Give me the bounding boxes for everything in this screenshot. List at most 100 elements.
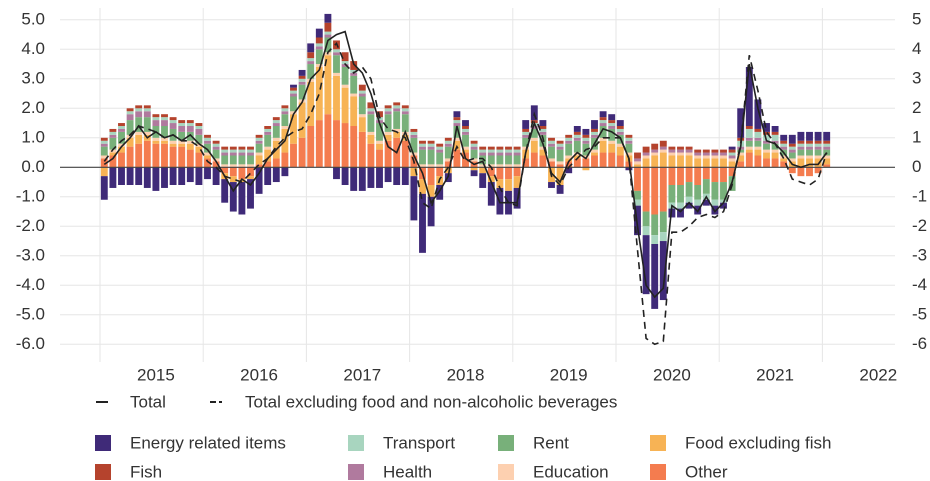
- bar-segment: [728, 155, 736, 159]
- bar-segment: [186, 120, 194, 124]
- bar-segment: [315, 64, 323, 67]
- bar-segment: [702, 167, 710, 180]
- bar-segment: [264, 146, 272, 150]
- bar-segment: [290, 90, 297, 94]
- bar-segment: [324, 13, 332, 23]
- bar-segment: [780, 134, 788, 141]
- bar-segment: [255, 152, 263, 156]
- bar-segment: [135, 111, 143, 118]
- bar-segment: [118, 131, 125, 144]
- bar-segment: [530, 137, 538, 141]
- bar-segment: [393, 167, 401, 185]
- bar-segment: [711, 158, 719, 168]
- bar-segment: [376, 140, 383, 144]
- bar-segment: [161, 167, 168, 188]
- bar-segment: [496, 146, 504, 150]
- bar-segment: [436, 167, 444, 177]
- bar-segment: [333, 167, 340, 180]
- bar-segment: [238, 182, 246, 215]
- bar-segment: [100, 146, 108, 156]
- bar-segment: [642, 158, 650, 168]
- bar-segment: [694, 167, 702, 185]
- bar-segment: [711, 182, 719, 200]
- bar-segment: [513, 164, 521, 168]
- bar-segment: [651, 155, 659, 168]
- bar-segment: [745, 128, 753, 138]
- bar-segment: [556, 167, 564, 185]
- bar-segment: [264, 161, 272, 168]
- bar-segment: [229, 155, 237, 165]
- bar-segment: [350, 96, 358, 126]
- y2-tick-label: 3: [912, 68, 921, 87]
- bar-segment: [401, 167, 409, 185]
- bar-segment: [720, 202, 727, 209]
- bar-segment: [694, 158, 702, 168]
- bar-segment: [720, 158, 727, 168]
- bar-segment: [728, 152, 736, 156]
- bar-segment: [806, 158, 813, 168]
- bar-segment: [358, 90, 366, 94]
- y-tick-label: -2.0: [16, 216, 45, 235]
- bar-segment: [685, 152, 693, 156]
- bar-segment: [487, 146, 495, 150]
- bar-segment: [745, 152, 753, 168]
- bar-segment: [797, 131, 805, 141]
- y-tick-label: -6.0: [16, 334, 45, 353]
- bar-segment: [126, 134, 134, 138]
- legend-label: Rent: [533, 433, 569, 452]
- bar-segment: [797, 155, 805, 159]
- bar-segment: [539, 131, 547, 135]
- bar-segment: [118, 146, 125, 153]
- bar-segment: [702, 155, 710, 159]
- bar-segment: [264, 126, 272, 129]
- bar-segment: [453, 123, 461, 126]
- legend-label: Food excluding fish: [685, 433, 831, 452]
- bar-segment: [109, 155, 117, 168]
- bar-segment: [315, 67, 323, 121]
- bar-segment: [195, 134, 203, 144]
- bar-segment: [290, 93, 297, 97]
- bar-segment: [109, 128, 117, 132]
- bar-segment: [410, 128, 418, 132]
- bar-segment: [565, 158, 573, 162]
- bar-segment: [419, 143, 426, 147]
- legend-swatch: [498, 435, 514, 451]
- bar-segment: [823, 131, 831, 141]
- bar-segment: [401, 140, 409, 168]
- bar-segment: [496, 155, 504, 165]
- bar-segment: [814, 155, 822, 159]
- bar-segment: [178, 131, 186, 141]
- bar-segment: [444, 146, 452, 159]
- bar-segment: [530, 126, 538, 129]
- bar-segment: [513, 155, 521, 165]
- bar-segment: [608, 123, 616, 126]
- bar-segment: [152, 167, 160, 191]
- bar-segment: [229, 176, 237, 183]
- bar-segment: [264, 131, 272, 135]
- bar-segment: [169, 167, 177, 185]
- bar-segment: [444, 140, 452, 144]
- bar-segment: [204, 152, 211, 156]
- bar-segment: [634, 167, 641, 191]
- bar-segment: [634, 161, 641, 165]
- bar-segment: [100, 155, 108, 159]
- bar-segment: [685, 167, 693, 183]
- bar-segment: [444, 167, 452, 174]
- legend-swatch: [95, 464, 111, 480]
- bar-segment: [788, 149, 796, 153]
- bar-segment: [384, 131, 392, 135]
- bar-segment: [522, 120, 530, 129]
- bar-segment: [548, 140, 555, 144]
- bar-segment: [376, 123, 383, 141]
- bar-segment: [247, 152, 254, 156]
- bar-segment: [565, 155, 573, 159]
- bar-segment: [565, 134, 573, 138]
- bar-segment: [341, 87, 349, 124]
- bar-segment: [419, 140, 426, 144]
- bar-segment: [118, 123, 125, 126]
- bar-segment: [771, 134, 779, 141]
- bar-segment: [333, 55, 340, 73]
- bar-segment: [221, 149, 229, 153]
- bar-segment: [513, 149, 521, 153]
- bar-segment: [186, 167, 194, 183]
